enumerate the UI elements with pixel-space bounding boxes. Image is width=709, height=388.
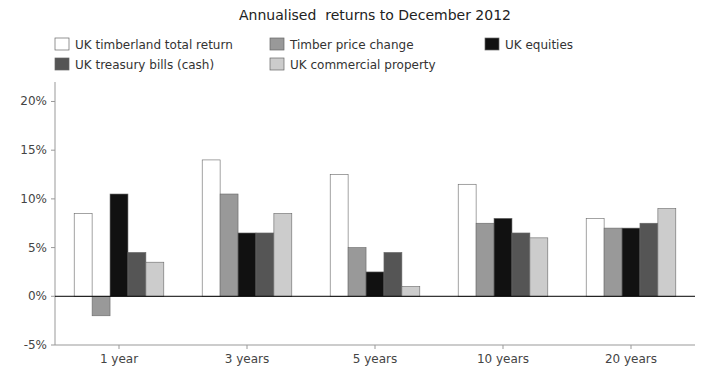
- y-tick: [51, 296, 55, 297]
- x-tick: [247, 345, 248, 349]
- bar: [622, 228, 640, 296]
- legend-label: Timber price change: [289, 38, 414, 52]
- y-tick: [51, 345, 55, 346]
- legend-label: UK treasury bills (cash): [75, 58, 214, 72]
- bar: [512, 233, 530, 296]
- y-tick-label: 5%: [28, 241, 47, 255]
- x-tick-label: 3 years: [225, 352, 269, 366]
- x-tick-label: 5 years: [353, 352, 397, 366]
- legend-swatch: [270, 38, 284, 50]
- bar: [640, 223, 658, 296]
- x-tick: [119, 345, 120, 349]
- legend-item: UK timberland total return: [55, 38, 233, 52]
- bar: [256, 233, 274, 296]
- bar: [458, 184, 476, 296]
- bar: [202, 160, 220, 296]
- bar: [238, 233, 256, 296]
- x-tick: [503, 345, 504, 349]
- y-tick-label: -5%: [24, 338, 47, 352]
- legend-label: UK equities: [505, 38, 573, 52]
- bar: [330, 175, 348, 297]
- legend-swatch: [485, 38, 499, 50]
- bar: [604, 228, 622, 296]
- chart: Annualised returns to December 2012 UK ti…: [0, 0, 709, 388]
- bar: [348, 248, 366, 297]
- y-tick-label: 0%: [28, 289, 47, 303]
- zero-line: [55, 296, 695, 297]
- x-tick-label: 20 years: [605, 352, 657, 366]
- bar: [92, 296, 110, 315]
- bar: [128, 252, 146, 296]
- y-axis: [55, 82, 56, 345]
- x-tick: [375, 345, 376, 349]
- x-tick: [631, 345, 632, 349]
- x-tick-label: 10 years: [477, 352, 529, 366]
- bar: [220, 194, 238, 296]
- y-tick: [51, 198, 55, 199]
- legend-swatch: [55, 58, 69, 70]
- y-tick-label: 15%: [20, 143, 47, 157]
- bar: [110, 194, 128, 296]
- legend-swatch: [270, 58, 284, 70]
- y-tick: [51, 247, 55, 248]
- bar: [274, 214, 292, 297]
- title: Annualised returns to December 2012: [239, 7, 511, 23]
- legend-swatch: [55, 38, 69, 50]
- bar: [530, 238, 548, 296]
- bar: [384, 252, 402, 296]
- legend-item: UK treasury bills (cash): [55, 58, 214, 72]
- x-tick-label: 1 year: [100, 352, 138, 366]
- bar: [146, 262, 164, 296]
- legend-item: UK commercial property: [270, 58, 436, 72]
- bar: [586, 218, 604, 296]
- y-tick: [51, 101, 55, 102]
- bars: [74, 160, 676, 316]
- bar: [402, 287, 420, 297]
- bar: [74, 214, 92, 297]
- y-tick-label: 10%: [20, 192, 47, 206]
- bar: [476, 223, 494, 296]
- bar: [658, 209, 676, 297]
- legend-item: UK equities: [485, 38, 573, 52]
- legend-label: UK timberland total return: [75, 38, 233, 52]
- y-tick: [51, 150, 55, 151]
- legend-label: UK commercial property: [290, 58, 436, 72]
- y-tick-label: 20%: [20, 94, 47, 108]
- bar: [494, 218, 512, 296]
- bar: [366, 272, 384, 296]
- legend-item: Timber price change: [270, 38, 414, 52]
